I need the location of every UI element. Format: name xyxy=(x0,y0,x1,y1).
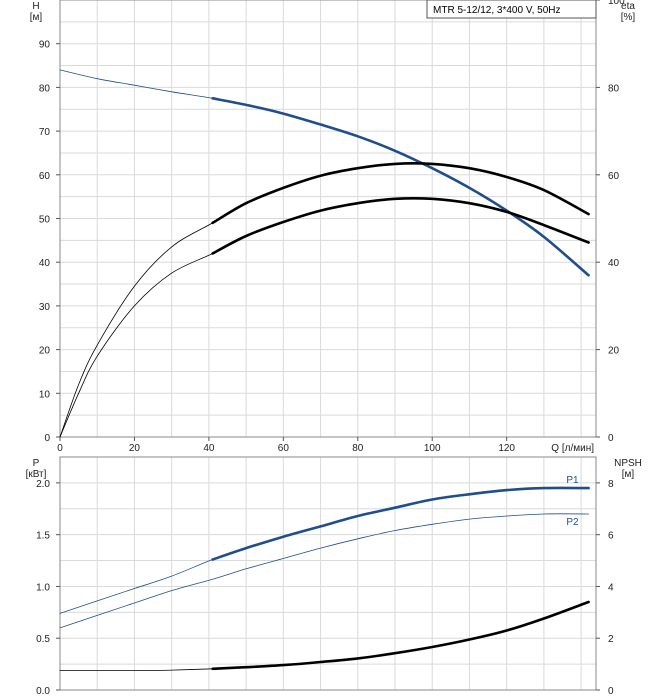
series-line-operating xyxy=(211,162,590,225)
y-right-tick-label: 0 xyxy=(608,686,614,697)
top-panel: 0 10 20 30 40 50 60 70 80 90 0 20 40 60 80 100 H[м] eta[%… xyxy=(30,0,636,454)
y-right-axis-unit: [%] xyxy=(621,12,636,23)
y-right-tick-label: 60 xyxy=(608,171,620,182)
y-right-tick-label: 80 xyxy=(608,83,620,94)
y-left-axis-title: P xyxy=(33,458,40,469)
x-tick-label: 120 xyxy=(498,443,515,454)
y-left-tick-label: 1.0 xyxy=(36,582,50,593)
y-left-axis-unit: [м] xyxy=(30,12,43,23)
series-line-thin xyxy=(59,487,589,614)
series-line-operating xyxy=(211,486,590,561)
x-tick-label: 100 xyxy=(424,443,441,454)
series-label-p2: P2 xyxy=(566,517,579,528)
legend-box: MTR 5-12/12, 3*400 V, 50Hz xyxy=(426,0,597,19)
y-left-tick-label: 40 xyxy=(39,258,51,269)
plot-frame xyxy=(59,456,597,691)
y-left-tick-label: 20 xyxy=(39,346,51,357)
series-line-thin xyxy=(59,69,589,276)
y-right-tick-label: 6 xyxy=(608,531,614,542)
series-line-operating xyxy=(211,196,590,255)
y-right-tick-label: 100 xyxy=(608,0,625,7)
series-line-thin xyxy=(59,197,589,438)
y-right-tick-label: 4 xyxy=(608,582,614,593)
bottom-panel: 0.0 0.5 1.0 1.5 2.0 0 2 4 6 8 P[кВт] NPSH[м] P1 P2 xyxy=(26,456,642,697)
y-right-tick-label: 8 xyxy=(608,479,614,490)
legend-frame xyxy=(426,0,597,19)
y-left-axis-unit: [кВт] xyxy=(26,469,47,480)
legend-text: MTR 5-12/12, 3*400 V, 50Hz xyxy=(433,5,560,16)
x-tick-label: 80 xyxy=(352,443,364,454)
y-left-axis-title: H xyxy=(32,1,39,12)
series-line-thin xyxy=(59,513,589,629)
y-left-tick-label: 30 xyxy=(39,302,51,313)
y-right-tick-label: 20 xyxy=(608,346,620,357)
series-line-operating xyxy=(211,600,590,671)
y-left-tick-label: 0.0 xyxy=(36,686,50,697)
y-right-tick-label: 0 xyxy=(608,433,614,444)
y-left-tick-label: 80 xyxy=(39,83,51,94)
y-right-axis-title: eta xyxy=(621,1,635,12)
series-line-operating xyxy=(211,97,590,277)
y-left-tick-label: 2.0 xyxy=(36,479,50,490)
x-tick-label: 20 xyxy=(129,443,141,454)
y-right-tick-label: 40 xyxy=(608,258,620,269)
y-left-tick-label: 60 xyxy=(39,171,51,182)
y-right-axis-title: NPSH xyxy=(614,458,642,469)
y-left-tick-label: 70 xyxy=(39,127,51,138)
y-right-axis-unit: [м] xyxy=(622,469,635,480)
y-left-tick-label: 90 xyxy=(39,40,51,51)
series-label-p1: P1 xyxy=(566,475,579,486)
y-right-tick-label: 2 xyxy=(608,634,614,645)
y-left-tick-label: 0 xyxy=(44,433,50,444)
y-left-tick-label: 50 xyxy=(39,215,51,226)
y-left-tick-label: 1.5 xyxy=(36,531,50,542)
y-left-tick-label: 0.5 xyxy=(36,634,50,645)
x-tick-label: 0 xyxy=(57,443,63,454)
x-tick-label: 40 xyxy=(203,443,215,454)
y-left-tick-label: 10 xyxy=(39,389,51,400)
x-tick-label: 60 xyxy=(278,443,290,454)
x-axis-title: Q [л/мин] xyxy=(551,443,594,454)
